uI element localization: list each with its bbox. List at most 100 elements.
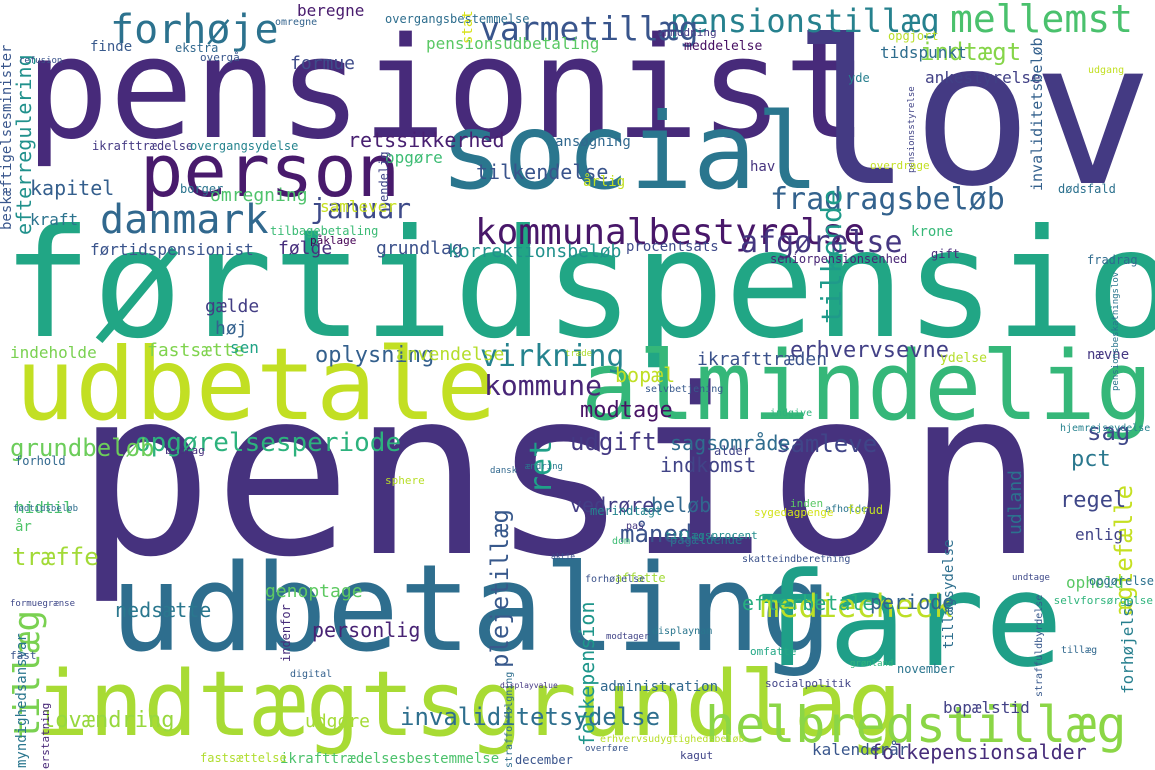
cloud-word: selvbetjening xyxy=(645,384,724,395)
cloud-word: år xyxy=(15,519,32,535)
cloud-word: pågældende xyxy=(670,533,743,547)
cloud-word: refusion xyxy=(19,56,63,66)
cloud-word: årlig xyxy=(583,174,626,190)
cloud-word: socialpolitik xyxy=(765,677,852,690)
cloud-word: ydelse xyxy=(940,351,987,366)
cloud-word: omfatte xyxy=(750,645,797,658)
cloud-word: fare xyxy=(750,544,1064,696)
cloud-word: fastsættelse xyxy=(200,751,287,765)
cloud-word: dansk xyxy=(490,466,518,476)
cloud-word: ændring xyxy=(525,462,563,472)
cloud-word: sen xyxy=(230,338,259,357)
cloud-word: invaliditetsbeløb xyxy=(1028,37,1046,191)
cloud-word: grundlag xyxy=(376,238,463,259)
cloud-word: kalenderår xyxy=(812,740,909,759)
cloud-word: måned xyxy=(620,520,693,548)
cloud-word: kommunalbestyrelse xyxy=(475,212,866,253)
cloud-word: træffe xyxy=(12,543,99,571)
cloud-word: pensionsbeskatningslov xyxy=(1111,271,1121,391)
cloud-word: alder xyxy=(714,444,751,458)
cloud-word: invaliditetsydelse xyxy=(400,703,661,731)
cloud-word: tilbagebetaling xyxy=(270,224,379,238)
cloud-word: overgangsydelse xyxy=(190,139,299,153)
cloud-word: grønland xyxy=(850,659,894,669)
cloud-word: administration xyxy=(600,679,719,695)
cloud-word: overføre xyxy=(585,744,629,754)
cloud-word: plejetillæg xyxy=(486,509,514,669)
cloud-word: regel xyxy=(1060,488,1127,513)
cloud-word: displaynam xyxy=(652,626,713,637)
cloud-word: forhøje xyxy=(110,7,279,53)
cloud-word: nedsætte xyxy=(115,598,212,622)
cloud-word: kapitel xyxy=(30,176,115,200)
cloud-word: efterregulering xyxy=(12,54,36,235)
cloud-word: ankestyrelse xyxy=(925,68,1041,87)
cloud-word: procentsats xyxy=(626,239,719,255)
cloud-word: udbetale xyxy=(15,326,497,443)
cloud-word: formuegrænse xyxy=(10,599,76,609)
cloud-word: forud xyxy=(847,503,884,517)
cloud-word: hjemrejseydelse xyxy=(1060,423,1151,434)
cloud-word: lovændring xyxy=(42,708,175,733)
cloud-word: dødsfald xyxy=(1058,182,1116,196)
cloud-word: hidtil xyxy=(15,498,73,517)
cloud-word: pensionsudbetaling xyxy=(426,34,600,53)
cloud-word: folkepensionsalder xyxy=(870,740,1087,764)
cloud-word: korrektionsbeløb xyxy=(448,241,622,262)
cloud-word: selvforsørgelse xyxy=(1053,594,1153,607)
cloud-word: samlever xyxy=(320,197,398,216)
cloud-word: november xyxy=(897,662,955,676)
cloud-word: overdrage xyxy=(870,159,930,172)
cloud-word: gift xyxy=(931,247,960,261)
cloud-word: indenfor xyxy=(279,603,293,662)
cloud-word: periode xyxy=(870,590,955,614)
cloud-word: skatteindberetning xyxy=(742,554,851,565)
cloud-word: kraft xyxy=(30,210,79,229)
cloud-word: genoptage xyxy=(265,581,363,602)
cloud-word: ophold xyxy=(1066,573,1124,592)
cloud-word: afgørelse xyxy=(740,225,903,260)
cloud-word: bopæl xyxy=(615,363,676,387)
cloud-word: ikrafttræden xyxy=(697,349,828,370)
cloud-word: aktie xyxy=(551,552,576,561)
cloud-word: mellemst xyxy=(950,0,1134,41)
cloud-word: formue xyxy=(290,53,356,74)
cloud-word: forhold xyxy=(15,454,66,468)
cloud-word: sagsområde xyxy=(670,431,791,455)
cloud-word: beregne xyxy=(297,1,365,20)
cloud-word: yde xyxy=(848,71,870,85)
cloud-word: endelig xyxy=(377,151,391,203)
cloud-word: gælde xyxy=(205,296,260,317)
cloud-word: opgjort xyxy=(888,29,939,43)
cloud-word: overgå xyxy=(200,51,240,64)
cloud-word: bopælstid xyxy=(943,698,1030,717)
cloud-word: sphere xyxy=(385,474,425,487)
cloud-word: virkning xyxy=(480,339,625,374)
cloud-word: digital xyxy=(290,669,333,680)
cloud-word: kommune xyxy=(484,369,603,402)
cloud-word: merindtægt xyxy=(590,504,663,518)
cloud-word: omregning xyxy=(210,185,308,206)
cloud-word: almindelig xyxy=(581,332,1153,442)
cloud-word: fast xyxy=(10,649,37,662)
cloud-word: krone xyxy=(911,224,954,240)
cloud-word: indtægtsgrundlag xyxy=(35,652,902,757)
cloud-word: beløb xyxy=(651,493,712,517)
cloud-word: fradragsbeløb xyxy=(770,182,1005,217)
cloud-word: ikrafttrædelsesbestemmelse xyxy=(280,751,500,767)
cloud-word: førtidspension xyxy=(2,198,1155,372)
cloud-word: seniorpensionsenhed xyxy=(770,252,908,266)
cloud-word: danmark xyxy=(100,197,269,243)
cloud-word: førtidspensionist xyxy=(90,240,254,259)
cloud-word: ekstra xyxy=(175,41,219,55)
cloud-word: tillæg xyxy=(1061,645,1098,656)
cloud-word: straffuldbyrdelse xyxy=(1034,594,1045,697)
cloud-word: vedrøre xyxy=(570,493,655,517)
cloud-word: følge xyxy=(278,238,333,259)
cloud-word: december xyxy=(515,753,573,767)
cloud-word: kagut xyxy=(680,749,714,762)
cloud-word: udbetaling xyxy=(110,540,833,679)
cloud-word: tidspunkt xyxy=(880,43,967,62)
cloud-word: lov xyxy=(791,0,1153,231)
